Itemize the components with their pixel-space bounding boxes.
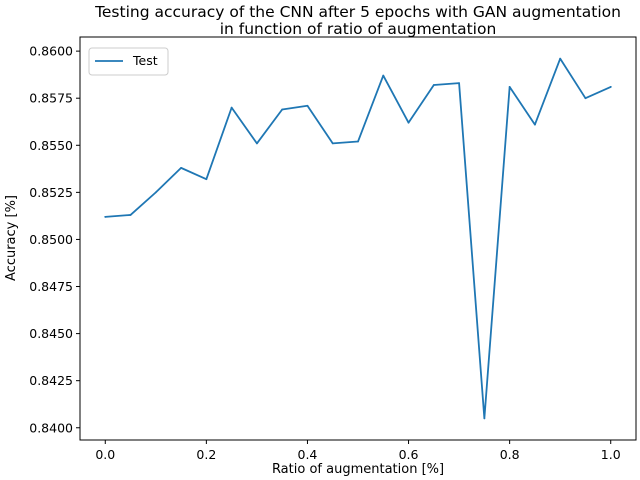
data-point bbox=[129, 214, 132, 216]
data-point bbox=[534, 123, 536, 126]
x-tick-label: 1.0 bbox=[601, 447, 621, 462]
x-tick-label: 0.0 bbox=[95, 447, 115, 462]
data-point bbox=[432, 84, 435, 86]
y-tick-label: 0.8450 bbox=[29, 326, 73, 341]
axes-frame bbox=[79, 36, 637, 441]
data-point bbox=[382, 74, 385, 77]
data-point bbox=[508, 86, 511, 88]
data-point bbox=[205, 178, 208, 181]
data-point bbox=[154, 191, 157, 194]
legend-entry-label: Test bbox=[132, 53, 158, 68]
data-point bbox=[306, 104, 309, 107]
x-axis-label: Ratio of augmentation [%] bbox=[272, 462, 444, 477]
data-point bbox=[407, 121, 410, 124]
data-point bbox=[609, 86, 612, 88]
data-point bbox=[483, 417, 486, 420]
x-tick-label: 0.2 bbox=[196, 447, 216, 462]
y-tick-label: 0.8575 bbox=[29, 91, 73, 106]
y-tick-label: 0.8500 bbox=[29, 232, 73, 247]
y-tick-label: 0.8400 bbox=[29, 420, 73, 435]
chart-title-line-2: in function of ratio of augmentation bbox=[220, 20, 497, 38]
data-point bbox=[256, 142, 258, 145]
data-point bbox=[559, 57, 562, 60]
legend: Test bbox=[88, 47, 169, 76]
y-tick-label: 0.8425 bbox=[29, 373, 73, 388]
y-tick-label: 0.8475 bbox=[29, 279, 73, 294]
x-tick-label: 0.4 bbox=[298, 447, 318, 462]
data-point bbox=[458, 82, 460, 85]
y-tick-label: 0.8525 bbox=[29, 185, 73, 200]
data-point bbox=[584, 97, 587, 100]
data-point bbox=[104, 215, 107, 218]
x-tick-label: 0.8 bbox=[500, 447, 520, 462]
y-axis-label: Accuracy [%] bbox=[4, 195, 19, 281]
legend-box bbox=[88, 47, 169, 76]
y-tick-label: 0.8600 bbox=[29, 44, 73, 59]
chart-title-line-1: Testing accuracy of the CNN after 5 epoc… bbox=[94, 3, 621, 21]
plot-area: 0.0 0.2 0.4 0.6 0.8 1.0 0.8400 0.8425 0.8450 0.84… bbox=[29, 44, 620, 462]
x-tick-label: 0.6 bbox=[399, 447, 419, 462]
data-point bbox=[180, 166, 182, 169]
y-tick-label: 0.8550 bbox=[29, 138, 73, 153]
data-point bbox=[331, 142, 334, 145]
data-point bbox=[230, 106, 233, 109]
data-point bbox=[357, 140, 359, 143]
data-point bbox=[281, 108, 284, 111]
